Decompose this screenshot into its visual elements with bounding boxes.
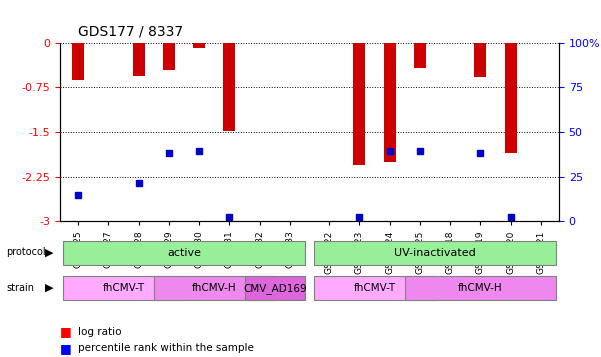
FancyBboxPatch shape (314, 276, 435, 300)
FancyBboxPatch shape (63, 276, 184, 300)
Text: ■: ■ (60, 326, 72, 338)
FancyBboxPatch shape (314, 241, 556, 265)
Text: log ratio: log ratio (78, 327, 121, 337)
FancyBboxPatch shape (245, 276, 305, 300)
Bar (353, 43, 365, 165)
Text: ▶: ▶ (45, 283, 53, 293)
Bar (224, 43, 236, 131)
Text: ▶: ▶ (45, 247, 53, 257)
Bar (133, 43, 145, 76)
Bar (383, 43, 395, 162)
Bar (163, 43, 175, 70)
FancyBboxPatch shape (404, 276, 556, 300)
Bar (474, 43, 486, 77)
Text: fhCMV-T: fhCMV-T (353, 283, 395, 293)
FancyBboxPatch shape (63, 241, 305, 265)
Text: fhCMV-T: fhCMV-T (103, 283, 145, 293)
Bar (414, 43, 426, 68)
Text: fhCMV-H: fhCMV-H (192, 283, 237, 293)
Text: ■: ■ (60, 342, 72, 355)
Text: GDS177 / 8337: GDS177 / 8337 (78, 25, 183, 39)
Text: fhCMV-H: fhCMV-H (458, 283, 502, 293)
Bar (504, 43, 517, 153)
Text: active: active (167, 247, 201, 258)
Text: UV-inactivated: UV-inactivated (394, 247, 476, 258)
Bar (193, 43, 205, 47)
Text: protocol: protocol (6, 247, 46, 257)
Text: CMV_AD169: CMV_AD169 (243, 283, 307, 294)
Bar (72, 43, 84, 80)
FancyBboxPatch shape (154, 276, 275, 300)
Text: strain: strain (6, 283, 34, 293)
Text: percentile rank within the sample: percentile rank within the sample (78, 343, 254, 353)
